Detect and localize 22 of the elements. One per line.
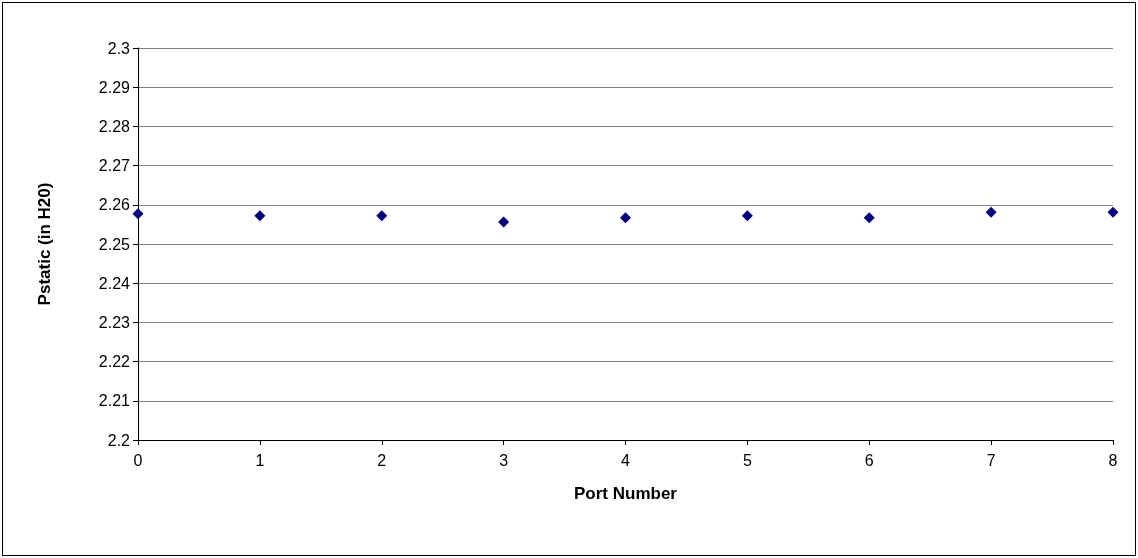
- y-tick-label: 2.2: [107, 431, 131, 449]
- y-tick-label: 2.23: [98, 313, 131, 331]
- x-tick-label: 6: [864, 451, 874, 469]
- x-tick-label: 5: [742, 451, 752, 469]
- x-tick-label: 7: [986, 451, 996, 469]
- y-tick-label: 2.3: [107, 39, 131, 57]
- x-tick-label: 1: [255, 451, 265, 469]
- y-tick-label: 2.26: [98, 196, 131, 214]
- y-tick-label: 2.24: [98, 274, 131, 292]
- x-tick-label: 0: [133, 451, 143, 469]
- x-tick-label: 2: [377, 451, 387, 469]
- x-axis-title: Port Number: [574, 484, 678, 503]
- y-tick-label: 2.22: [98, 353, 131, 371]
- y-tick-label: 2.29: [98, 78, 131, 96]
- y-tick-label: 2.25: [98, 235, 131, 253]
- x-tick-label: 4: [621, 451, 631, 469]
- y-tick-label: 2.27: [98, 157, 131, 175]
- y-tick-label: 2.28: [98, 117, 131, 135]
- y-axis-title: Pstatic (in H20): [35, 182, 54, 306]
- x-tick-label: 8: [1108, 451, 1118, 469]
- y-tick-label: 2.21: [98, 392, 131, 410]
- x-tick-label: 3: [499, 451, 509, 469]
